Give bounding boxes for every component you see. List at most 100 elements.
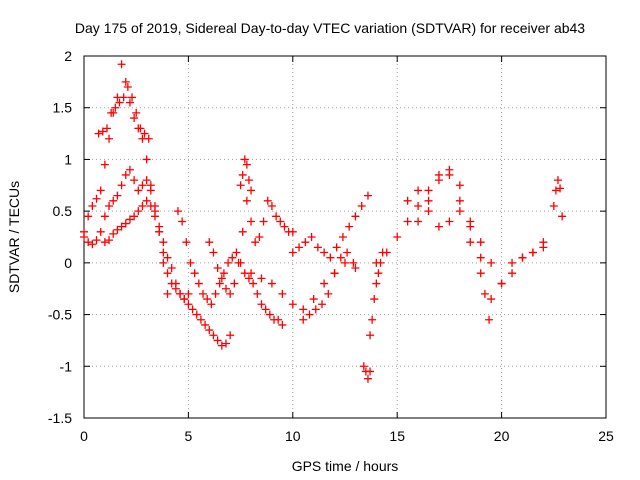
series-track-p [549, 176, 567, 221]
data-point [228, 253, 237, 262]
data-point [414, 217, 423, 226]
data-point [213, 264, 222, 273]
data-point [487, 295, 496, 304]
data-point [324, 289, 333, 298]
data-point [359, 362, 368, 371]
data-point [311, 305, 320, 314]
data-point [215, 279, 224, 288]
data-point [113, 191, 122, 200]
series-track-m [372, 165, 548, 304]
data-point [466, 238, 475, 247]
data-point [125, 215, 134, 224]
data-point [209, 331, 218, 340]
y-tick-label: 1 [64, 151, 72, 167]
x-tick-labels: 0 5 10 15 20 25 [80, 428, 614, 444]
data-point [345, 222, 354, 231]
data-point [305, 310, 314, 319]
data-point [107, 108, 116, 117]
data-point [309, 295, 318, 304]
data-point [138, 181, 147, 190]
data-point [244, 274, 253, 283]
data-point [508, 258, 517, 267]
data-point [455, 207, 464, 216]
series-track-d [94, 83, 153, 143]
data-point [188, 305, 197, 314]
series-track-n [403, 186, 548, 288]
data-point [247, 217, 256, 226]
data-point [382, 248, 391, 257]
y-tick-label: 2 [64, 48, 72, 64]
data-point [134, 186, 143, 195]
data-point [476, 238, 485, 247]
data-point [244, 176, 253, 185]
data-point [299, 315, 308, 324]
data-point [434, 222, 443, 231]
data-point [528, 248, 537, 257]
data-point [349, 258, 358, 267]
data-point [414, 201, 423, 210]
data-point [167, 264, 176, 273]
data-point [497, 279, 506, 288]
data-point [128, 93, 137, 102]
data-point [119, 93, 128, 102]
data-point [121, 170, 130, 179]
data-point [445, 170, 454, 179]
series-track-f [205, 196, 297, 298]
chart-title: Day 175 of 2019, Sidereal Day-to-day VTE… [75, 20, 585, 36]
data-point [480, 289, 489, 298]
data-point [186, 258, 195, 267]
data-point [121, 219, 130, 228]
data-point [445, 217, 454, 226]
data-point [368, 315, 377, 324]
data-point [313, 243, 322, 252]
data-point [370, 295, 379, 304]
data-point [140, 129, 149, 138]
data-point [247, 269, 256, 278]
data-point [487, 258, 496, 267]
data-point [94, 129, 103, 138]
x-tick-label: 15 [389, 428, 405, 444]
data-point [194, 279, 203, 288]
data-point [301, 238, 310, 247]
data-point [115, 98, 124, 107]
data-point [338, 233, 347, 241]
data-point [403, 196, 412, 205]
x-tick-label: 0 [80, 428, 88, 444]
data-point [357, 201, 366, 210]
data-point [556, 184, 565, 193]
data-point [247, 186, 256, 195]
data-point [163, 289, 172, 298]
data-point [455, 181, 464, 190]
data-point [205, 326, 214, 335]
data-point [249, 279, 258, 288]
y-tick-labels: -1.5 -1 -0.5 0 0.5 1 1.5 2 [48, 48, 72, 426]
x-tick-label: 10 [285, 428, 301, 444]
series-track-i [247, 258, 360, 314]
data-point [466, 222, 475, 231]
data-point [105, 201, 114, 210]
series-track-b [80, 165, 193, 304]
data-point [142, 176, 151, 185]
data-point [221, 339, 230, 348]
data-point [455, 196, 464, 205]
data-point [111, 103, 120, 112]
data-point [476, 253, 485, 262]
data-point [138, 201, 147, 210]
data-point [224, 258, 233, 267]
series-track-j [299, 248, 358, 324]
data-point [539, 238, 548, 247]
data-point [257, 274, 266, 283]
data-point [207, 300, 216, 309]
data-point [476, 269, 485, 278]
data-point [100, 160, 109, 169]
data-point [558, 212, 567, 221]
data-point [518, 253, 527, 262]
data-point [203, 295, 212, 304]
data-point [80, 233, 88, 241]
data-point [121, 77, 130, 86]
series-track-g [236, 155, 256, 195]
data-point [142, 155, 151, 164]
data-point [146, 186, 155, 195]
data-point [341, 258, 349, 267]
